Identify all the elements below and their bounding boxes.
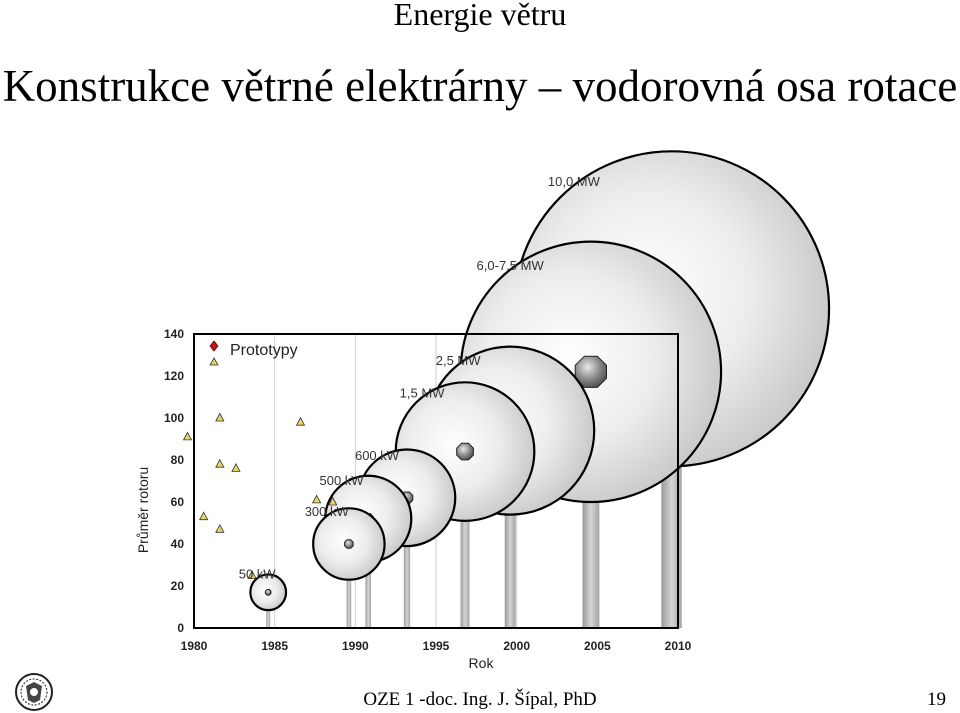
legend-label: Prototypy: [230, 342, 298, 359]
turbine-power-label: 6,0-7,5 MW: [477, 258, 545, 273]
x-tick-label: 1985: [261, 639, 288, 653]
turbine-tower: [403, 497, 411, 628]
y-tick-label: 60: [171, 495, 185, 509]
y-tick-label: 100: [164, 411, 184, 425]
turbine-power-label: 1,5 MW: [400, 386, 446, 401]
rotor-diameter-chart: 1980 1985 1990 1995 2000 2005 2010 0 20 40 60 80 100…: [135, 150, 831, 670]
legend-diamond-marker: [209, 340, 219, 352]
turbine-group: [249, 573, 288, 628]
y-tick-label: 140: [164, 327, 184, 341]
y-tick-label: 20: [171, 579, 185, 593]
turbine-power-label: 600 kW: [355, 448, 400, 463]
y-tick-label: 0: [177, 621, 184, 635]
hub-marker: [264, 589, 272, 596]
prototype-marker: [247, 570, 257, 579]
slide-subtitle: Konstrukce větrné elektrárny – vodorovná…: [2, 61, 958, 111]
turbine-power-label: 10,0 MW: [548, 174, 601, 189]
x-tick-label: 1980: [181, 639, 208, 653]
page-number: 19: [927, 689, 946, 710]
hub-marker: [456, 442, 474, 461]
turbine-power-label: 500 kW: [320, 473, 365, 488]
footer-text: OZE 1 -doc. Ing. J. Šípal, PhD: [363, 689, 597, 710]
chart-legend: Prototypy: [209, 340, 298, 366]
turbine-power-label: 50 kW: [239, 566, 277, 581]
y-tick-label: 40: [171, 537, 185, 551]
hub-marker: [574, 355, 607, 388]
x-tick-label: 2010: [665, 639, 692, 653]
prototype-marker: [231, 463, 241, 472]
prototype-marker: [215, 412, 225, 422]
turbine-power-label: 2,5 MW: [436, 353, 482, 368]
x-tick-label: 2000: [503, 639, 530, 653]
legend-triangle-marker: [209, 357, 219, 366]
prototype-marker: [182, 431, 193, 441]
turbine-tower: [346, 544, 352, 628]
slide-title: Energie větru: [393, 0, 567, 32]
prototype-marker: [328, 496, 338, 506]
university-logo: [15, 673, 53, 711]
turbine-group: [312, 507, 386, 628]
prototype-marker: [215, 458, 225, 468]
prototype-marker: [295, 416, 306, 426]
turbine-power-label: 300 kW: [305, 504, 350, 519]
y-axis-label: Průměr rotoru: [135, 467, 151, 553]
y-tick-label: 120: [164, 369, 184, 383]
turbine-tower: [504, 430, 516, 628]
prototype-marker: [215, 523, 225, 533]
y-tick-label: 80: [171, 453, 185, 467]
x-tick-label: 1995: [423, 639, 450, 653]
x-tick-label: 1990: [342, 639, 369, 653]
hub-marker: [344, 539, 354, 549]
x-axis-label: Rok: [469, 655, 495, 670]
prototype-marker: [311, 494, 322, 504]
plot-frame: [193, 333, 679, 629]
turbine-tower: [460, 451, 470, 628]
x-tick-label: 2005: [584, 639, 611, 653]
prototype-marker: [199, 511, 209, 521]
